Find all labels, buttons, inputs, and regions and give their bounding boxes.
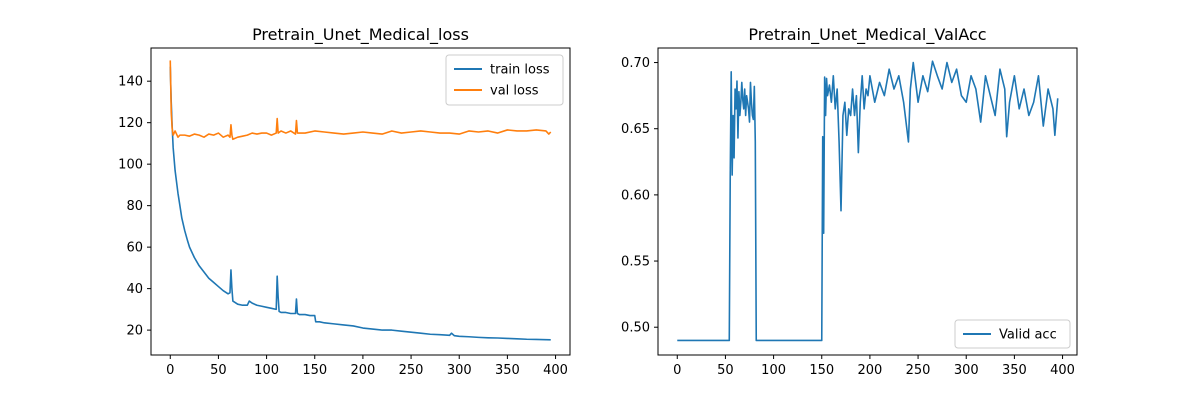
- loss-x-tick-label: 150: [302, 363, 327, 378]
- acc-x-tick-label: 100: [761, 363, 786, 378]
- acc-x-tick-label: 350: [1002, 363, 1027, 378]
- loss-x-tick-label: 100: [254, 363, 279, 378]
- acc-x-tick-label: 50: [717, 363, 734, 378]
- loss-legend-label: train loss: [490, 63, 550, 78]
- loss-y-tick-label: 120: [118, 116, 143, 131]
- loss-axes-frame: [150, 47, 571, 356]
- acc-chart-title: Pretrain_Unet_Medical_ValAcc: [748, 25, 986, 45]
- loss-x-tick-label: 200: [350, 363, 375, 378]
- loss-x-tick-label: 0: [166, 363, 174, 378]
- loss-chart-title: Pretrain_Unet_Medical_loss: [252, 25, 469, 45]
- acc-legend: Valid acc: [954, 319, 1071, 349]
- loss-y-tick-label: 80: [126, 199, 143, 214]
- acc-x-tick-label: 250: [906, 363, 931, 378]
- acc-x-tick-label: 400: [1050, 363, 1075, 378]
- loss-legend: train loss val loss: [445, 54, 564, 106]
- loss-x-tick-label: 250: [399, 363, 424, 378]
- acc-x-tick-label: 0: [673, 363, 681, 378]
- acc-series-line-valid-acc: [677, 60, 1059, 342]
- loss-y-tick-label: 100: [118, 158, 143, 173]
- acc-legend-box: [954, 319, 1071, 349]
- loss-legend-label: val loss: [490, 84, 539, 99]
- loss-legend-box: [445, 54, 564, 106]
- acc-y-tick-label: 0.60: [621, 188, 650, 203]
- loss-chart: Pretrain_Unet_Medical_loss 0 50 100 150 200 25…: [118, 25, 571, 378]
- acc-y-tick-label: 0.50: [621, 321, 650, 336]
- loss-series-line-val-loss: [169, 60, 552, 141]
- acc-x-tick-label: 150: [809, 363, 834, 378]
- loss-x-tick-label: 50: [210, 363, 227, 378]
- acc-y-tick-label: 0.65: [621, 122, 650, 137]
- loss-y-tick-label: 40: [126, 282, 143, 297]
- acc-x-tick-label: 200: [857, 363, 882, 378]
- loss-y-tick-label: 140: [118, 75, 143, 90]
- acc-x-tick-label: 300: [954, 363, 979, 378]
- acc-y-tick-label: 0.70: [621, 56, 650, 71]
- acc-y-tick-label: 0.55: [621, 255, 650, 270]
- loss-y-tick-label: 20: [126, 324, 143, 339]
- acc-legend-label: Valid acc: [999, 328, 1057, 343]
- acc-axes-frame: [657, 47, 1078, 356]
- loss-x-tick-label: 400: [543, 363, 568, 378]
- acc-chart: Pretrain_Unet_Medical_ValAcc 0 50 100 150 200…: [621, 25, 1078, 378]
- loss-x-tick-label: 350: [495, 363, 520, 378]
- loss-x-tick-label: 300: [447, 363, 472, 378]
- loss-series-line-train-loss: [169, 66, 551, 341]
- loss-y-tick-label: 60: [126, 241, 143, 256]
